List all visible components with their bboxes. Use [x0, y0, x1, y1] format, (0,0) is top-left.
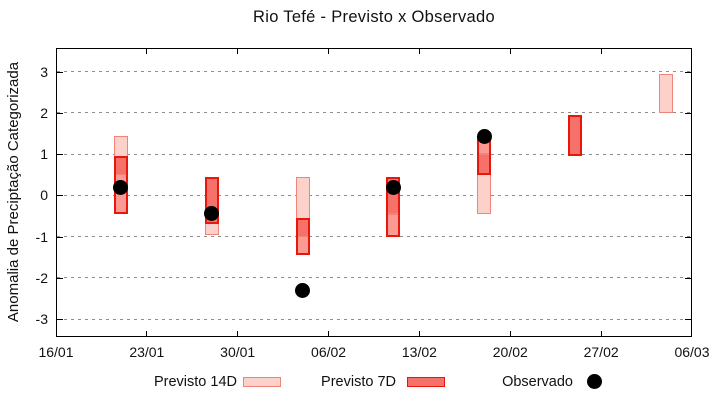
forecast-overlap-region [388, 178, 399, 214]
observed-dot [476, 128, 492, 144]
gridline [57, 112, 691, 114]
y-tick-right [685, 319, 691, 321]
y-tick-label: 3 [40, 63, 48, 80]
forecast-overlap-region [115, 158, 126, 175]
x-tick-label: 20/02 [492, 344, 528, 360]
x-tick-top [509, 49, 511, 54]
gridline [57, 71, 691, 73]
observed-dot [295, 282, 311, 298]
x-tick-top [237, 49, 239, 54]
range-boundary-line [479, 153, 490, 155]
y-tick-left [57, 112, 63, 114]
x-tick-label: 27/02 [583, 344, 619, 360]
gridline [57, 153, 691, 155]
y-tick-right [685, 112, 691, 114]
chart-title: Rio Tefé - Previsto x Observado [253, 8, 495, 26]
range-boundary-line [297, 235, 308, 238]
legend-swatch-previsto-7d-icon [407, 377, 445, 387]
legend-swatch-previsto-14d-icon [243, 377, 281, 387]
x-tick-top [328, 49, 330, 54]
x-tick-bottom [509, 331, 511, 336]
legend-observado-dot-icon [587, 374, 602, 389]
gridline [57, 194, 691, 196]
gridline [57, 318, 691, 320]
y-tick-left [57, 319, 63, 321]
x-tick-bottom [418, 331, 420, 336]
x-tick-bottom [237, 331, 239, 336]
y-tick-left [57, 154, 63, 156]
y-tick-label: 1 [40, 146, 48, 163]
y-tick-left [57, 195, 63, 197]
x-tick-top [600, 49, 602, 54]
forecast-overlap-region [570, 116, 581, 155]
y-tick-label: 0 [40, 187, 48, 204]
plot-area [56, 48, 692, 337]
x-tick-label: 13/02 [401, 344, 437, 360]
y-tick-right [685, 277, 691, 279]
legend-label-previsto-7d: Previsto 7D [321, 374, 396, 390]
x-tick-label: 16/01 [38, 344, 74, 360]
observed-dot [113, 179, 129, 195]
gridline [57, 277, 691, 279]
gridline [57, 236, 691, 238]
y-tick-right [685, 195, 691, 197]
forecast-overlap-region [297, 220, 308, 237]
x-tick-bottom [600, 331, 602, 336]
y-tick-label: -2 [35, 269, 48, 286]
previsto-14d-box [659, 73, 674, 113]
observed-dot [385, 179, 401, 195]
y-tick-right [685, 154, 691, 156]
y-tick-left [57, 236, 63, 238]
y-tick-label: -1 [35, 228, 48, 245]
x-tick-label: 30/01 [220, 344, 256, 360]
legend-label-previsto-14d: Previsto 14D [153, 374, 237, 390]
range-boundary-line [115, 173, 126, 176]
y-tick-label: 2 [40, 104, 48, 121]
observed-dot [204, 206, 220, 222]
y-tick-left [57, 71, 63, 73]
x-tick-bottom [328, 331, 330, 336]
y-tick-right [685, 236, 691, 238]
x-tick-top [146, 49, 148, 54]
forecast-overlap-region [479, 154, 490, 173]
y-tick-right [685, 71, 691, 73]
x-tick-top [418, 49, 420, 54]
legend-label-observado: Observado [502, 374, 573, 390]
x-tick-label: 06/03 [674, 344, 710, 360]
forecast-overlap-region [206, 178, 217, 223]
x-tick-label: 23/01 [129, 344, 165, 360]
y-tick-label: -3 [35, 311, 48, 328]
x-tick-bottom [146, 331, 148, 336]
x-tick-label: 06/02 [311, 344, 347, 360]
range-boundary-line [388, 213, 399, 215]
y-tick-left [57, 277, 63, 279]
